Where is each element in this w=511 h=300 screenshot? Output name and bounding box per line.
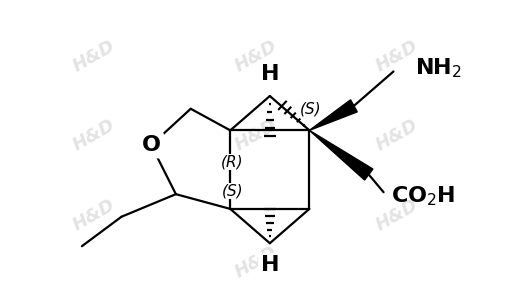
Text: (S): (S) (221, 184, 243, 199)
Text: H&D: H&D (231, 243, 280, 281)
Text: H: H (261, 64, 279, 84)
Text: H&D: H&D (373, 196, 422, 234)
Text: H&D: H&D (231, 37, 280, 75)
Text: NH$_2$: NH$_2$ (415, 57, 462, 80)
Text: H&D: H&D (231, 116, 280, 154)
Text: H&D: H&D (69, 196, 118, 234)
Text: H&D: H&D (373, 37, 422, 75)
Polygon shape (309, 100, 357, 130)
Text: H&D: H&D (69, 37, 118, 75)
Text: H: H (261, 255, 279, 275)
Text: CO$_2$H: CO$_2$H (390, 184, 455, 208)
Text: H&D: H&D (69, 116, 118, 154)
Text: (R): (R) (221, 154, 244, 169)
Polygon shape (309, 130, 373, 180)
Text: O: O (142, 135, 160, 155)
Text: H&D: H&D (373, 116, 422, 154)
Text: (S): (S) (299, 101, 321, 116)
